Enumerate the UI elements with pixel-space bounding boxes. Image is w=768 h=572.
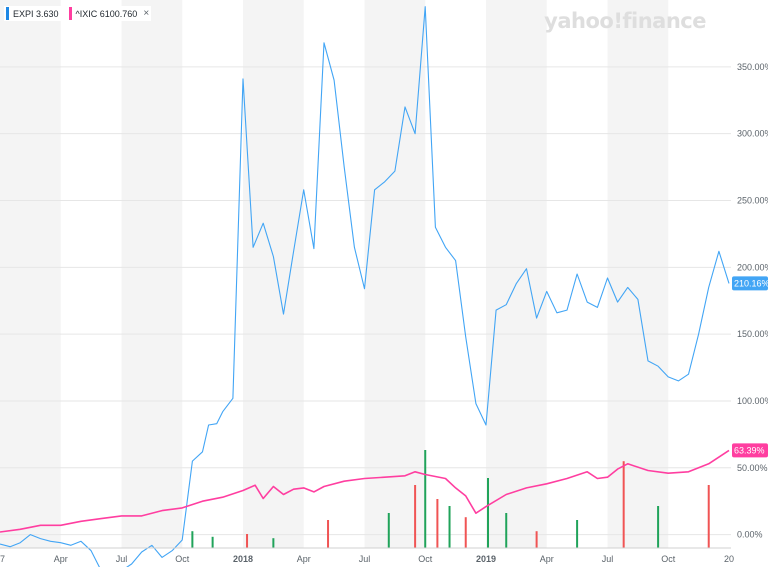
x-tick-label: Apr: [540, 554, 554, 564]
y-tick-label: 0.00%: [737, 530, 763, 540]
x-tick-label: Jul: [602, 554, 614, 564]
series-line-ixic: [0, 449, 730, 533]
volume-bar: [414, 485, 417, 548]
brand-text: yahoo!finance: [544, 9, 706, 33]
legend-swatch-expi: [6, 7, 9, 20]
quarter-band: [485, 0, 547, 548]
legend-label-ixic: ^IXIC 6100.760: [75, 8, 138, 19]
y-tick-label: 250.00%: [737, 195, 768, 205]
volume-bar: [424, 450, 427, 548]
volume-bar: [657, 506, 660, 548]
quarter-band: [607, 0, 669, 548]
y-tick-label: 350.00%: [737, 62, 768, 72]
x-tick-label: Oct: [661, 554, 676, 564]
volume-bar: [211, 536, 214, 548]
y-tick-label: 200.00%: [737, 262, 768, 272]
volume-bar: [576, 520, 579, 548]
last-value-badge: [732, 276, 768, 291]
x-tick-label: 20: [724, 554, 734, 564]
volume-bar: [436, 499, 439, 548]
x-tick-label: Apr: [54, 554, 68, 564]
x-tick-label: Apr: [297, 554, 311, 564]
quarter-band: [364, 0, 426, 548]
volume-bar: [707, 485, 710, 548]
x-tick-label: 2019: [476, 554, 496, 564]
volume-bar: [327, 520, 330, 548]
legend-swatch-ixic: [68, 7, 72, 20]
volume-bar: [464, 517, 467, 548]
legend-item-expi[interactable]: EXPI 3.630: [4, 6, 61, 21]
y-tick-label: 100.00%: [737, 396, 768, 406]
x-tick-label: Oct: [175, 554, 190, 564]
volume-bar: [272, 538, 275, 548]
quarter-band: [242, 0, 304, 548]
x-tick-label: Oct: [418, 554, 433, 564]
volume-bar: [191, 531, 194, 548]
y-tick-label: 300.00%: [737, 129, 768, 139]
volume-bar: [448, 506, 451, 548]
x-tick-label: 2018: [233, 554, 253, 564]
x-tick-label: 7: [0, 554, 5, 564]
x-tick-label: Jul: [116, 554, 128, 564]
volume-bar: [487, 478, 490, 548]
quarter-band: [121, 0, 183, 548]
volume-bar: [622, 461, 625, 548]
volume-bar: [505, 513, 508, 548]
last-value-label: 63.39%: [734, 445, 765, 455]
legend-item-ixic[interactable]: ^IXIC 6100.760 ×: [66, 6, 152, 21]
x-tick-label: Jul: [359, 554, 371, 564]
remove-comparison-close-icon[interactable]: ×: [143, 8, 150, 19]
volume-bar: [535, 531, 538, 548]
legend-label-expi: EXPI 3.630: [13, 8, 59, 19]
quarter-band: [0, 0, 61, 548]
volume-bar: [387, 513, 390, 548]
last-value-badge: [732, 443, 768, 458]
yahoo-finance-logo: yahoo!finance: [544, 9, 706, 33]
chart-legend: EXPI 3.630 ^IXIC 6100.760 ×: [4, 6, 152, 21]
last-value-label: 210.16%: [734, 278, 768, 288]
y-tick-label: 50.00%: [737, 463, 768, 473]
y-tick-label: 150.00%: [737, 329, 768, 339]
volume-bar: [246, 534, 249, 548]
